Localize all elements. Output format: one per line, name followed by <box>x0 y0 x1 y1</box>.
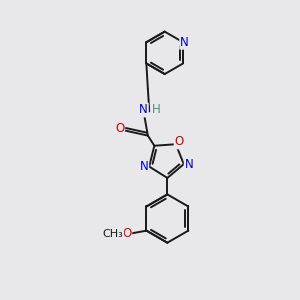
Text: O: O <box>122 227 131 240</box>
Text: O: O <box>175 135 184 148</box>
Text: O: O <box>115 122 124 135</box>
Text: CH₃: CH₃ <box>103 229 123 239</box>
Text: N: N <box>140 160 148 173</box>
Text: N: N <box>180 36 189 49</box>
Text: H: H <box>152 103 160 116</box>
Text: N: N <box>139 103 148 116</box>
Text: N: N <box>185 158 194 171</box>
